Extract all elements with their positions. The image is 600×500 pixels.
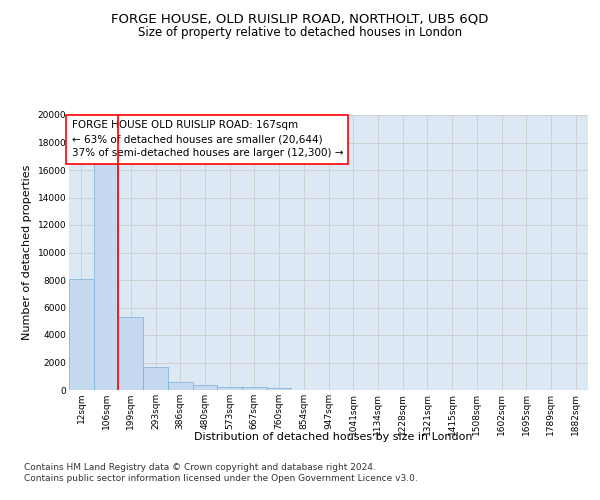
Bar [242, 387, 267, 390]
Text: Distribution of detached houses by size in London: Distribution of detached houses by size … [194, 432, 472, 442]
Bar [193, 385, 217, 390]
Text: Size of property relative to detached houses in London: Size of property relative to detached ho… [138, 26, 462, 39]
Bar [118, 317, 143, 390]
Bar [217, 386, 242, 390]
Bar [267, 388, 292, 390]
Text: Contains public sector information licensed under the Open Government Licence v3: Contains public sector information licen… [24, 474, 418, 483]
Bar [168, 382, 193, 390]
Bar [69, 278, 94, 390]
Bar [94, 162, 118, 390]
Text: Contains HM Land Registry data © Crown copyright and database right 2024.: Contains HM Land Registry data © Crown c… [24, 462, 376, 471]
Y-axis label: Number of detached properties: Number of detached properties [22, 165, 32, 340]
Text: FORGE HOUSE OLD RUISLIP ROAD: 167sqm
← 63% of detached houses are smaller (20,64: FORGE HOUSE OLD RUISLIP ROAD: 167sqm ← 6… [71, 120, 343, 158]
Text: FORGE HOUSE, OLD RUISLIP ROAD, NORTHOLT, UB5 6QD: FORGE HOUSE, OLD RUISLIP ROAD, NORTHOLT,… [112, 12, 488, 26]
Bar [143, 366, 168, 390]
